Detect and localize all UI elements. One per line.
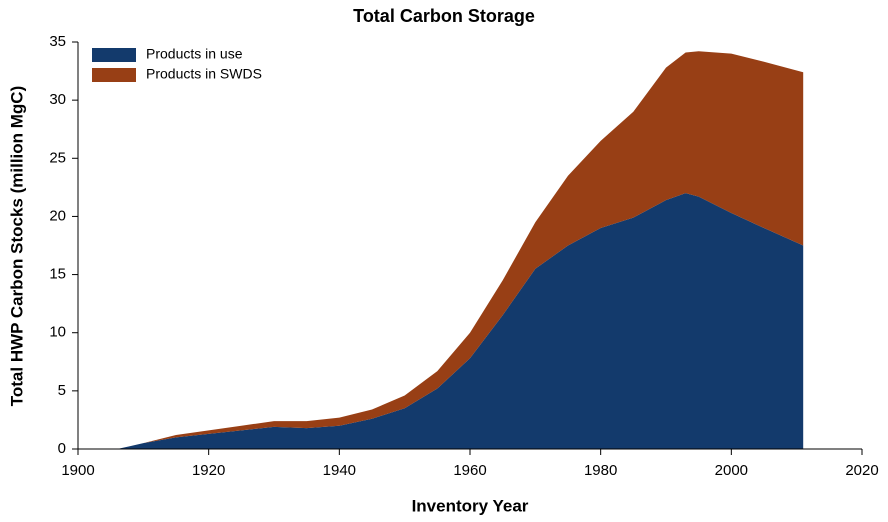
- y-axis-title: Total HWP Carbon Stocks (million MgC): [7, 86, 26, 407]
- x-tick-label: 1940: [323, 462, 356, 479]
- legend-label: Products in use: [146, 46, 243, 62]
- area: [117, 51, 804, 449]
- y-tick-label: 20: [49, 207, 66, 224]
- y-tick-label: 5: [58, 382, 66, 399]
- x-tick-label: 1920: [192, 462, 225, 479]
- y-tick-label: 10: [49, 324, 66, 341]
- x-tick-label: 1980: [584, 462, 617, 479]
- y-tick-label: 0: [58, 440, 66, 457]
- x-axis-title: Inventory Year: [412, 496, 529, 515]
- legend-label: Products in SWDS: [146, 66, 262, 82]
- y-tick-label: 25: [49, 149, 66, 166]
- legend-swatch: [92, 48, 136, 62]
- x-tick-label: 2000: [715, 462, 748, 479]
- x-tick-label: 2020: [845, 462, 878, 479]
- area: [117, 193, 804, 449]
- legend-swatch: [92, 68, 136, 82]
- x-tick-label: 1900: [61, 462, 94, 479]
- y-tick-label: 15: [49, 266, 66, 283]
- y-tick-label: 30: [49, 91, 66, 108]
- chart-title: Total Carbon Storage: [353, 6, 535, 26]
- x-tick-label: 1960: [453, 462, 486, 479]
- y-tick-label: 35: [49, 33, 66, 50]
